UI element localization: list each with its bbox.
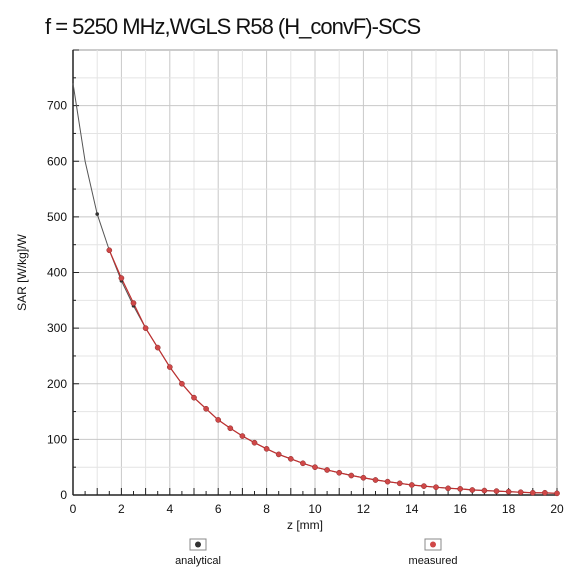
measured-point (300, 460, 306, 467)
x-tick-label: 6 (215, 502, 222, 516)
measured-point (336, 469, 343, 476)
measured-point (227, 425, 234, 432)
analytical-legend-label: analytical (175, 555, 221, 567)
measured-point (348, 472, 355, 479)
measured-point (287, 455, 294, 462)
measured-point (179, 380, 185, 387)
measured-point (142, 325, 149, 331)
measured-point (166, 364, 173, 370)
y-tick-label: 700 (47, 99, 67, 113)
x-tick-label: 10 (308, 502, 322, 516)
x-tick-label: 12 (357, 502, 371, 516)
measured-point (215, 417, 222, 423)
measured-point (505, 488, 512, 495)
measured-point (154, 344, 161, 351)
measured-point (408, 482, 415, 488)
measured-point (372, 477, 379, 483)
measured-legend-marker (430, 541, 436, 548)
y-tick-label: 500 (47, 210, 67, 224)
x-tick-label: 0 (70, 502, 77, 516)
measured-point (106, 247, 113, 254)
x-tick-label: 2 (118, 502, 125, 516)
x-axis-label: z [mm] (287, 518, 323, 532)
measured-point (263, 445, 270, 452)
measured-point (384, 478, 391, 485)
measured-point (493, 488, 500, 494)
measured-point (251, 439, 258, 446)
measured-point (469, 487, 476, 493)
measured-point (457, 486, 464, 492)
x-tick-label: 14 (405, 502, 419, 516)
y-tick-label: 200 (47, 377, 67, 391)
measured-point (360, 474, 367, 481)
y-tick-label: 300 (47, 321, 67, 335)
x-tick-label: 20 (550, 502, 564, 516)
measured-point (130, 300, 137, 306)
measured-point (421, 483, 427, 489)
legend: analytical measured (175, 538, 458, 567)
measured-point (529, 489, 536, 496)
series-markers (95, 212, 560, 497)
x-tick-label: 16 (454, 502, 468, 516)
x-tick-labels: 0 2 4 6 8 10 12 14 16 18 20 (70, 502, 564, 516)
measured-point (433, 484, 439, 491)
analytical-point (95, 212, 99, 216)
y-tick-label: 100 (47, 432, 67, 446)
measured-point (517, 489, 524, 496)
y-tick-label: 0 (60, 488, 67, 502)
measured-point (191, 394, 197, 401)
y-axis-label: SAR [W/kg]/W (15, 233, 29, 310)
measured-point (312, 464, 318, 471)
chart-title: f = 5250 MHz,WGLS R58 (H_convF)-SCS (45, 14, 421, 39)
measured-point (396, 480, 403, 487)
grid (73, 50, 557, 495)
analytical-legend-marker (195, 541, 201, 548)
measured-point (239, 433, 246, 439)
measured-point (118, 275, 125, 281)
measured-point (481, 487, 488, 494)
x-tick-label: 18 (502, 502, 516, 516)
y-tick-labels: 0 100 200 300 400 500 600 700 (47, 99, 67, 502)
measured-point (554, 490, 560, 497)
measured-point (203, 405, 209, 412)
y-tick-label: 400 (47, 266, 67, 280)
y-tick-label: 600 (47, 154, 67, 168)
measured-point (542, 489, 548, 496)
axes (72, 49, 558, 496)
measured-point (275, 451, 282, 458)
measured-point (324, 467, 330, 473)
measured-point (445, 485, 451, 492)
measured-legend-label: measured (409, 555, 458, 567)
x-tick-label: 8 (263, 502, 270, 516)
x-tick-label: 4 (166, 502, 173, 516)
